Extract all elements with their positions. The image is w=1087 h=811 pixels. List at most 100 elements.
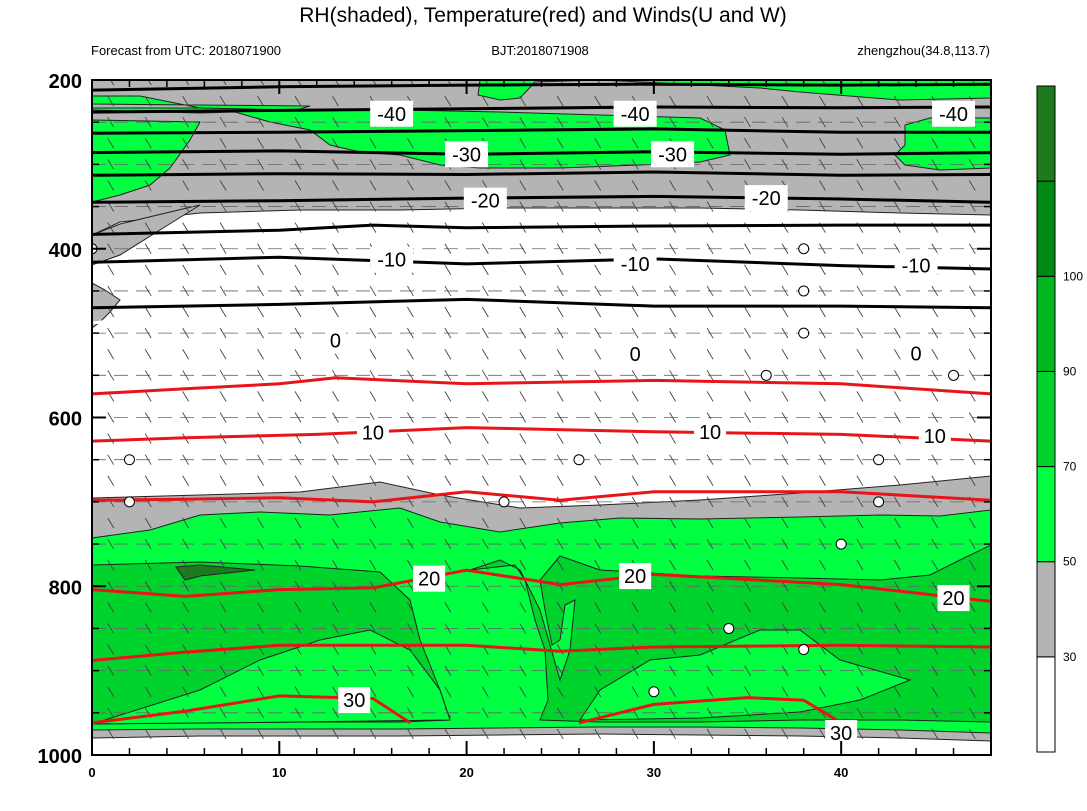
wind-barb bbox=[893, 412, 901, 423]
wind-barb bbox=[856, 475, 864, 487]
wind-barb bbox=[856, 243, 864, 254]
wind-barb bbox=[444, 391, 452, 402]
wind-barb bbox=[332, 433, 339, 444]
temperature-label-box bbox=[624, 341, 646, 368]
wind-barb bbox=[669, 264, 676, 276]
wind-barb bbox=[968, 433, 976, 444]
wind-barb bbox=[332, 475, 339, 487]
wind-barb bbox=[332, 538, 339, 550]
wind-barb bbox=[669, 95, 676, 107]
temperature-contour-cold bbox=[92, 255, 991, 271]
temperature-label-box bbox=[918, 423, 951, 450]
wind-barb bbox=[182, 412, 190, 423]
wind-barb bbox=[519, 285, 527, 297]
wind-barb bbox=[182, 602, 190, 613]
wind-barb bbox=[968, 348, 976, 360]
temperature-label: -20 bbox=[471, 191, 500, 213]
wind-barb bbox=[519, 116, 527, 128]
wind-barb bbox=[294, 665, 302, 676]
wind-barb bbox=[369, 159, 377, 170]
wind-barb bbox=[144, 644, 152, 655]
wind-barb bbox=[893, 538, 901, 550]
wind-barb bbox=[107, 581, 115, 592]
colorbar-swatch bbox=[1036, 656, 1056, 753]
wind-barb bbox=[332, 412, 339, 423]
white-contour-fragment bbox=[92, 315, 126, 325]
wind-barb bbox=[781, 559, 789, 571]
wind-barb bbox=[706, 243, 714, 254]
wind-barb bbox=[447, 80, 452, 86]
wind-barb bbox=[107, 602, 115, 613]
wind-barb bbox=[631, 433, 639, 444]
wind-barb bbox=[556, 538, 564, 550]
wind-barb bbox=[669, 180, 676, 191]
wind-barb bbox=[444, 517, 452, 529]
temperature-contour-warm bbox=[92, 568, 991, 603]
wind-barb bbox=[781, 602, 789, 613]
wind-barb bbox=[294, 243, 302, 254]
wind-barb bbox=[219, 327, 227, 339]
y-tick-label: 1000 bbox=[38, 746, 83, 768]
wind-barb bbox=[294, 201, 302, 212]
wind-barb bbox=[481, 686, 489, 697]
wind-barb bbox=[519, 496, 527, 508]
wind-barb bbox=[481, 602, 489, 613]
wind-barb bbox=[594, 138, 602, 149]
temperature-contour-warm bbox=[92, 376, 991, 396]
wind-barb bbox=[631, 686, 639, 697]
wind-barb bbox=[107, 243, 115, 254]
wind-barb bbox=[669, 391, 676, 402]
wind-barb bbox=[819, 665, 826, 676]
wind-barb bbox=[744, 95, 751, 107]
wind-barb bbox=[519, 517, 527, 529]
x-tick-label: 30 bbox=[647, 765, 661, 780]
wind-barb bbox=[369, 602, 377, 613]
wind-barb bbox=[819, 517, 826, 529]
wind-barb bbox=[107, 348, 115, 360]
wind-barb bbox=[257, 370, 264, 381]
wind-barb bbox=[519, 327, 527, 339]
wind-barb bbox=[144, 665, 152, 676]
wind-barb bbox=[819, 327, 826, 339]
wind-barb bbox=[182, 95, 190, 107]
wind-barb bbox=[219, 348, 227, 360]
wind-barb bbox=[182, 707, 190, 719]
wind-barb bbox=[519, 138, 527, 149]
wind-barb bbox=[594, 454, 602, 465]
wind-barb bbox=[968, 686, 976, 697]
wind-barb bbox=[219, 243, 227, 254]
wind-barb bbox=[144, 686, 152, 697]
plot-area: -40 -40 -40 -30 -30 -20 -20 -10 -10 -10 0 0 0 10 10 10 2… bbox=[92, 80, 991, 755]
wind-barb bbox=[257, 264, 264, 276]
temperature-label: -10 bbox=[377, 250, 406, 272]
calm-wind-marker bbox=[573, 454, 585, 466]
wind-barb bbox=[369, 201, 377, 212]
wind-barb bbox=[107, 559, 115, 571]
wind-barb bbox=[856, 454, 864, 465]
wind-barb bbox=[744, 581, 751, 592]
wind-barb bbox=[819, 602, 826, 613]
wind-barb bbox=[931, 686, 939, 697]
wind-barb bbox=[294, 602, 302, 613]
wind-barb bbox=[819, 728, 826, 740]
wind-barb bbox=[556, 644, 564, 655]
wind-barb bbox=[856, 201, 864, 212]
wind-barb bbox=[294, 559, 302, 571]
temperature-contour-warm bbox=[578, 696, 842, 725]
wind-barb bbox=[744, 475, 751, 487]
wind-barb bbox=[781, 348, 789, 360]
wind-barb bbox=[631, 602, 639, 613]
temperature-contour-cold bbox=[92, 297, 991, 310]
wind-barb bbox=[706, 306, 714, 318]
wind-barb bbox=[257, 95, 264, 107]
wind-barb bbox=[107, 623, 115, 634]
wind-barb bbox=[968, 538, 976, 550]
wind-barb bbox=[931, 159, 939, 170]
temperature-contours-warm bbox=[92, 376, 991, 725]
wind-barb bbox=[519, 201, 527, 212]
wind-barb bbox=[481, 559, 489, 571]
wind-barb bbox=[819, 538, 826, 550]
wind-barb bbox=[332, 159, 339, 170]
wind-barb bbox=[819, 348, 826, 360]
wind-barb bbox=[893, 348, 901, 360]
